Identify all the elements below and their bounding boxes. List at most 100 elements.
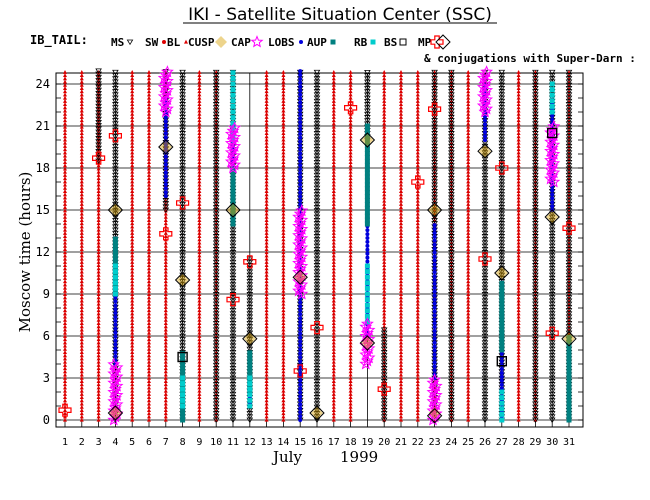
- marker-ms: [229, 388, 237, 395]
- marker-ms: [532, 246, 539, 253]
- bl-marker: [63, 385, 67, 390]
- marker-ms: [179, 179, 186, 185]
- bl-marker: [197, 144, 202, 148]
- bl-marker: [79, 86, 84, 90]
- bl-marker: [466, 118, 471, 123]
- marker-ms: [229, 324, 237, 330]
- bl-marker: [197, 346, 202, 351]
- marker-ms: [313, 282, 321, 288]
- bl-marker: [163, 350, 168, 354]
- marker-ms: [112, 179, 119, 185]
- bl-marker: [264, 346, 269, 351]
- marker-ms: [179, 288, 186, 295]
- bl-marker: [466, 150, 471, 155]
- marker-ms: [481, 382, 489, 388]
- marker-ms: [431, 82, 438, 89]
- bl-marker: [130, 247, 135, 251]
- bl-marker: [415, 134, 420, 139]
- marker-ms: [364, 92, 371, 99]
- bl-marker: [415, 231, 420, 235]
- bl-marker: [63, 156, 67, 161]
- marker-ms: [313, 82, 321, 89]
- bl-marker: [399, 404, 403, 409]
- marker-ms: [548, 356, 556, 363]
- bl-marker: [197, 404, 202, 409]
- marker-ms: [565, 314, 573, 321]
- marker-ms: [212, 372, 220, 379]
- bl-marker: [264, 256, 269, 261]
- bl-marker: [348, 179, 353, 184]
- bl-marker: [516, 163, 521, 168]
- bl-marker: [79, 192, 84, 197]
- bl-marker: [466, 334, 471, 338]
- bl-marker: [96, 227, 101, 232]
- bl-marker: [348, 311, 353, 316]
- bl-marker: [348, 340, 353, 345]
- marker-ms: [212, 388, 220, 395]
- bl-marker: [331, 115, 336, 119]
- marker-ms: [212, 282, 220, 288]
- bl-marker: [79, 169, 84, 174]
- bl-marker: [415, 224, 420, 229]
- bl-marker: [415, 214, 420, 219]
- marker-ms: [179, 263, 186, 269]
- marker-ms: [498, 95, 506, 102]
- bl-marker: [130, 79, 135, 84]
- marker-aup: [499, 304, 505, 310]
- marker-lobs: [550, 200, 555, 205]
- marker-ms: [532, 147, 539, 153]
- bl-marker: [79, 234, 84, 239]
- marker-ms: [112, 79, 119, 86]
- bl-marker: [130, 334, 135, 338]
- bl-marker: [264, 289, 269, 293]
- marker-ms: [313, 317, 321, 324]
- marker-ms: [179, 243, 186, 250]
- marker-ms: [548, 346, 556, 353]
- bl-marker: [331, 202, 336, 206]
- bl-marker: [63, 292, 67, 297]
- bl-marker: [466, 121, 471, 126]
- bl-marker: [197, 375, 202, 380]
- marker-lobs: [113, 350, 118, 355]
- marker-ms: [179, 172, 186, 179]
- marker-lobs: [298, 100, 303, 105]
- marker-lobs: [298, 151, 303, 156]
- marker-ms: [565, 85, 573, 92]
- marker-ms: [532, 156, 539, 163]
- bl-marker: [281, 392, 286, 396]
- bl-marker: [147, 214, 151, 219]
- conjugation-marker: [107, 405, 124, 421]
- marker-ms: [448, 134, 455, 140]
- marker-ms: [179, 166, 186, 173]
- bl-marker: [96, 189, 101, 193]
- marker-ms: [448, 414, 455, 420]
- bl-marker: [331, 356, 336, 361]
- marker-ms: [498, 263, 506, 269]
- bl-marker: [516, 363, 521, 367]
- marker-ms: [532, 230, 539, 237]
- marker-ms: [246, 317, 254, 324]
- bl-marker: [197, 169, 202, 174]
- marker-ms: [246, 272, 254, 279]
- bl-marker: [147, 99, 151, 103]
- marker-ms: [448, 217, 455, 224]
- marker-aup: [112, 252, 118, 258]
- bl-marker: [281, 350, 286, 354]
- marker-ms: [481, 317, 489, 324]
- bl-marker: [399, 285, 403, 290]
- bl-marker: [63, 76, 67, 81]
- marker-ms: [313, 230, 321, 237]
- bl-marker: [79, 137, 84, 142]
- bl-marker: [79, 379, 84, 383]
- bl-marker: [399, 282, 403, 287]
- bl-marker: [516, 321, 521, 325]
- bl-marker: [147, 76, 151, 81]
- marker-ms: [481, 147, 489, 153]
- bl-marker: [147, 356, 151, 361]
- bl-marker: [399, 144, 403, 148]
- marker-aup: [247, 362, 253, 368]
- bl-marker: [281, 343, 286, 348]
- bl-marker: [147, 86, 151, 90]
- bl-marker: [96, 334, 101, 338]
- marker-ms: [212, 224, 220, 230]
